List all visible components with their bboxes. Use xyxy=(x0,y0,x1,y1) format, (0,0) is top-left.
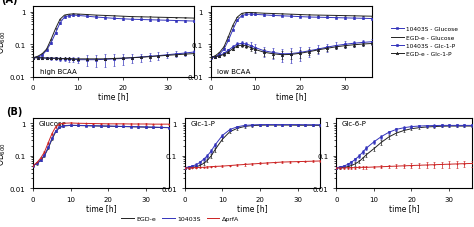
Y-axis label: OD$_{600}$: OD$_{600}$ xyxy=(0,30,9,54)
X-axis label: time [h]: time [h] xyxy=(237,203,268,212)
Text: Glucose: Glucose xyxy=(38,120,66,126)
Y-axis label: OD$_{600}$: OD$_{600}$ xyxy=(0,141,9,165)
X-axis label: time [h]: time [h] xyxy=(389,203,419,212)
Text: Glc-6-P: Glc-6-P xyxy=(342,120,366,126)
Text: (A): (A) xyxy=(1,0,18,5)
Text: Glc-1-P: Glc-1-P xyxy=(190,120,215,126)
Text: (B): (B) xyxy=(6,107,22,117)
Legend: EGD-e, 10403S, ΔprfA: EGD-e, 10403S, ΔprfA xyxy=(118,214,242,224)
X-axis label: time [h]: time [h] xyxy=(85,203,116,212)
Text: low BCAA: low BCAA xyxy=(217,68,250,74)
Text: high BCAA: high BCAA xyxy=(40,68,76,74)
Legend: 10403S - Glucose, EGD-e - Glucose, 10403S - Glc-1-P, EGD-e - Glc-1-P: 10403S - Glucose, EGD-e - Glucose, 10403… xyxy=(391,27,458,57)
X-axis label: time [h]: time [h] xyxy=(276,92,306,101)
X-axis label: time [h]: time [h] xyxy=(99,92,129,101)
